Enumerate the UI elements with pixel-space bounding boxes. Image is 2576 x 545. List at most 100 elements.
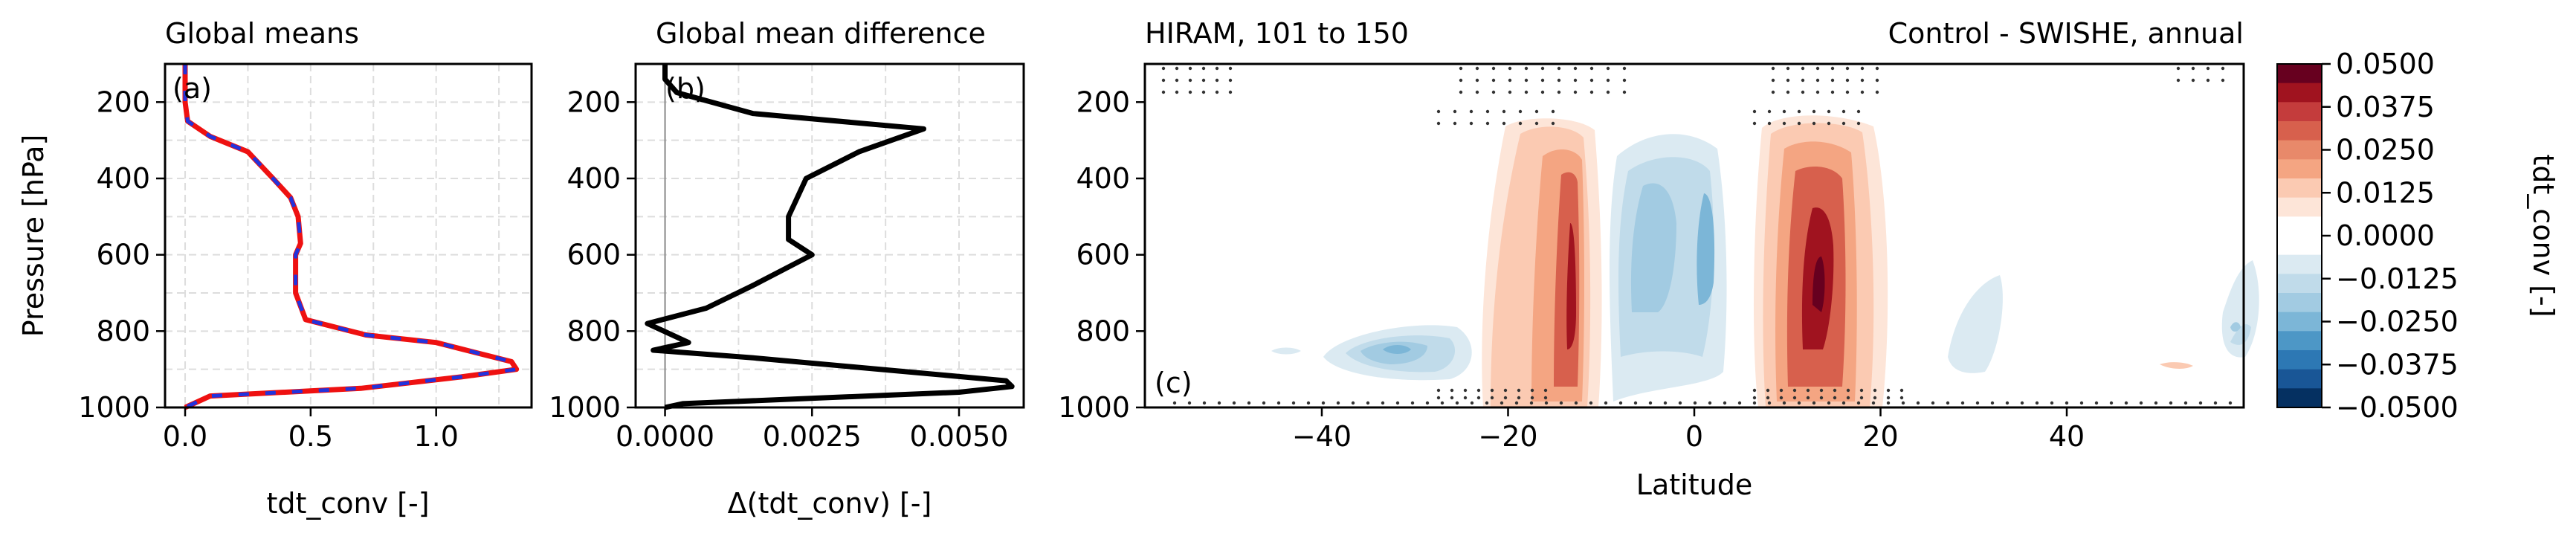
stipple-dot (2079, 401, 2084, 405)
colorbar-tick-label: 0.0250 (2336, 134, 2435, 167)
stipple-dot (1459, 78, 1463, 83)
panel-a-grid (165, 63, 532, 408)
series-line (645, 64, 1015, 410)
stipple-dot (1990, 401, 1995, 405)
panel-c-xlabel: Latitude (1636, 468, 1752, 501)
stipple-dot (1450, 388, 1454, 393)
stipple-dot (1871, 401, 1876, 405)
colorbar-level (2277, 197, 2322, 217)
colorbar-level (2277, 236, 2322, 256)
stipple-dot (2139, 401, 2143, 405)
stipple-dot (1771, 90, 1775, 94)
stipple-dot (1663, 401, 1668, 405)
stipple-dot (1886, 396, 1891, 400)
stipple-dot (1875, 90, 1879, 94)
stipple-dot (2213, 401, 2218, 405)
stipple-dot (2176, 66, 2180, 71)
stipple-dot (1453, 109, 1457, 114)
stipple-dot (1633, 401, 1638, 405)
stipple-dot (1540, 90, 1545, 94)
stipple-dot (1786, 90, 1790, 94)
stipple-dot (1766, 396, 1770, 400)
stipple-dot (1463, 396, 1468, 400)
panel-a-frame (164, 62, 533, 409)
stipple-dot (1841, 401, 1846, 405)
stipple-dot (1916, 401, 1920, 405)
stipple-dot (1801, 90, 1805, 94)
panel-c: HIRAM, 101 to 150 Control - SWISHE, annu… (1058, 17, 2259, 501)
stipple-dot (1540, 66, 1545, 71)
colorbar-ticks: 0.0500 0.0375 0.0250 0.0125 0.0000 −0.0125 −0.… (2322, 48, 2459, 424)
stipple-dot (1366, 401, 1370, 405)
stipple-dot (1188, 90, 1192, 94)
stipple-dot (1873, 396, 1877, 400)
stipple-dot (1873, 388, 1877, 393)
x-tick-label: 0.0050 (910, 420, 1009, 453)
panel-b-label: (b) (665, 72, 706, 105)
stipple-dot (1276, 401, 1281, 405)
stipple-dot (1502, 121, 1506, 126)
panel-b-xlabel: Δ(tdt_conv) [-] (728, 487, 932, 520)
stipple-dot (1410, 401, 1415, 405)
stipple-dot (1557, 90, 1561, 94)
stipple-dot (1830, 90, 1835, 94)
stipple-dot (1475, 90, 1479, 94)
y-tick-label: 200 (1076, 86, 1130, 118)
colorbar-level (2277, 388, 2322, 408)
stipple-dot (1786, 78, 1790, 83)
stipple-dot (1708, 401, 1712, 405)
y-tick-label: 600 (96, 239, 150, 271)
stipple-dot (1782, 109, 1786, 114)
colorbar-level (2277, 216, 2322, 236)
panel-c-ticks: −40 −20 0 20 40 200 400 600 800 1000 (1058, 86, 2085, 453)
series-line (182, 64, 520, 410)
panel-a-ylabel: Pressure [hPa] (17, 135, 50, 338)
colorbar-level (2277, 254, 2322, 274)
stipple-dot (1188, 78, 1192, 83)
stipple-dot (1779, 388, 1783, 393)
y-tick-label: 600 (566, 239, 621, 271)
stipple-dot (1436, 396, 1441, 400)
stipple-dot (2183, 401, 2188, 405)
colorbar-level (2277, 274, 2322, 294)
stipple-dot (1491, 66, 1496, 71)
stipple-dot (1819, 388, 1824, 393)
x-tick-label: −20 (1478, 420, 1537, 453)
stipple-dot (1812, 121, 1816, 126)
stipple-dot (1766, 388, 1770, 393)
stipple-dot (1524, 66, 1529, 71)
stipple-dot (1228, 78, 1233, 83)
colorbar-label: tdt_conv [-] (2527, 154, 2560, 317)
colorbar-level (2277, 312, 2322, 332)
stipple-dot (1678, 401, 1682, 405)
stipple-dot (1573, 66, 1578, 71)
panel-b-grid (636, 63, 1024, 408)
y-tick-label: 200 (566, 86, 621, 118)
x-tick-label: −40 (1292, 420, 1352, 453)
stipple-dot (2198, 401, 2203, 405)
stipple-dot (1573, 90, 1578, 94)
stipple-dot (1946, 401, 1950, 405)
stipple-dot (1469, 109, 1473, 114)
stipple-dot (1175, 66, 1179, 71)
stipple-dot (1321, 401, 1326, 405)
stipple-dot (1752, 401, 1757, 405)
stipple-dot (1508, 66, 1512, 71)
stipple-dot (1846, 396, 1850, 400)
stipple-dot (2221, 66, 2225, 71)
stipple-dot (1819, 396, 1824, 400)
stipple-dot (1469, 121, 1473, 126)
x-tick-label: 0.5 (288, 420, 333, 453)
stipple-dot (1797, 109, 1801, 114)
stipple-dot (1806, 388, 1810, 393)
stipple-dot (1648, 401, 1653, 405)
stipple-dot (1752, 109, 1757, 114)
stipple-dot (1543, 396, 1548, 400)
stipple-dot (1215, 90, 1219, 94)
stipple-dot (1792, 388, 1797, 393)
stipple-dot (1752, 396, 1757, 400)
stipple-dot (1187, 401, 1192, 405)
x-tick-label: 1.0 (413, 420, 458, 453)
stipple-dot (1604, 401, 1608, 405)
stipple-dot (1475, 66, 1479, 71)
